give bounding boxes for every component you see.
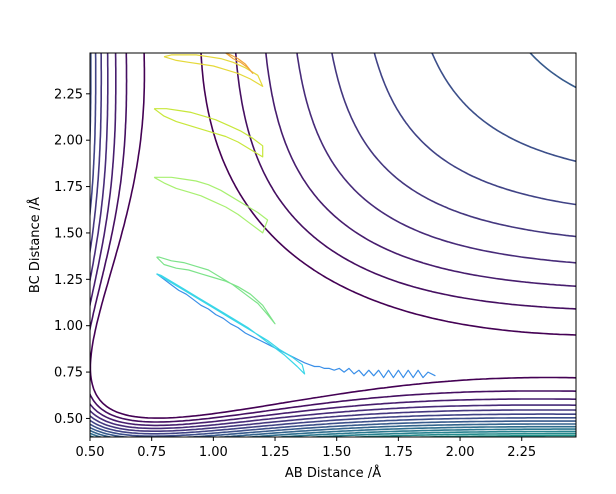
contour-line [90,53,576,432]
contour-line [90,53,576,437]
contour-line [90,53,576,430]
contour-line [90,425,576,437]
x-axis-label: AB Distance /Å [285,465,381,481]
trajectory-line [156,256,276,325]
trajectory-line [156,273,436,379]
trajectory-line [156,273,306,375]
y-tick-label: 1.00 [54,319,83,334]
x-tick-label: 0.50 [76,445,105,460]
trajectory-line [225,53,254,75]
contour-line [90,53,576,419]
x-tick-label: 2.25 [507,445,536,460]
contour-line [90,53,576,437]
trajectory-line [163,54,264,88]
y-tick-label: 1.75 [54,180,83,195]
trajectory-line [153,176,269,234]
trajectory-series [153,53,436,379]
plot-frame [89,52,577,438]
contour-line [301,430,576,437]
contour-lines [90,53,576,437]
y-tick-label: 0.75 [54,366,83,381]
y-tick-label: 2.25 [54,87,83,102]
trajectory-line [153,108,264,158]
x-tick-label: 0.75 [137,445,166,460]
y-tick-label: 0.50 [54,412,83,427]
y-axis-label: BC Distance /Å [27,197,43,293]
y-tick-label: 1.25 [54,273,83,288]
x-tick-label: 2.00 [446,445,475,460]
contour-line [339,432,576,437]
contour-line [90,53,576,435]
x-tick-label: 1.00 [199,445,228,460]
contour-line [90,53,576,427]
y-axis-ticks: 0.50 0.75 1.00 1.25 1.50 1.75 2.00 2.25 [54,87,90,427]
contour-line [90,428,576,437]
x-tick-label: 1.50 [322,445,351,460]
x-axis-ticks: 0.50 0.75 1.00 1.25 1.50 1.75 2.00 2.25 [76,437,536,460]
y-tick-label: 1.50 [54,226,83,241]
x-tick-label: 1.75 [384,445,413,460]
x-tick-label: 1.25 [261,445,290,460]
y-tick-label: 2.00 [54,134,83,149]
